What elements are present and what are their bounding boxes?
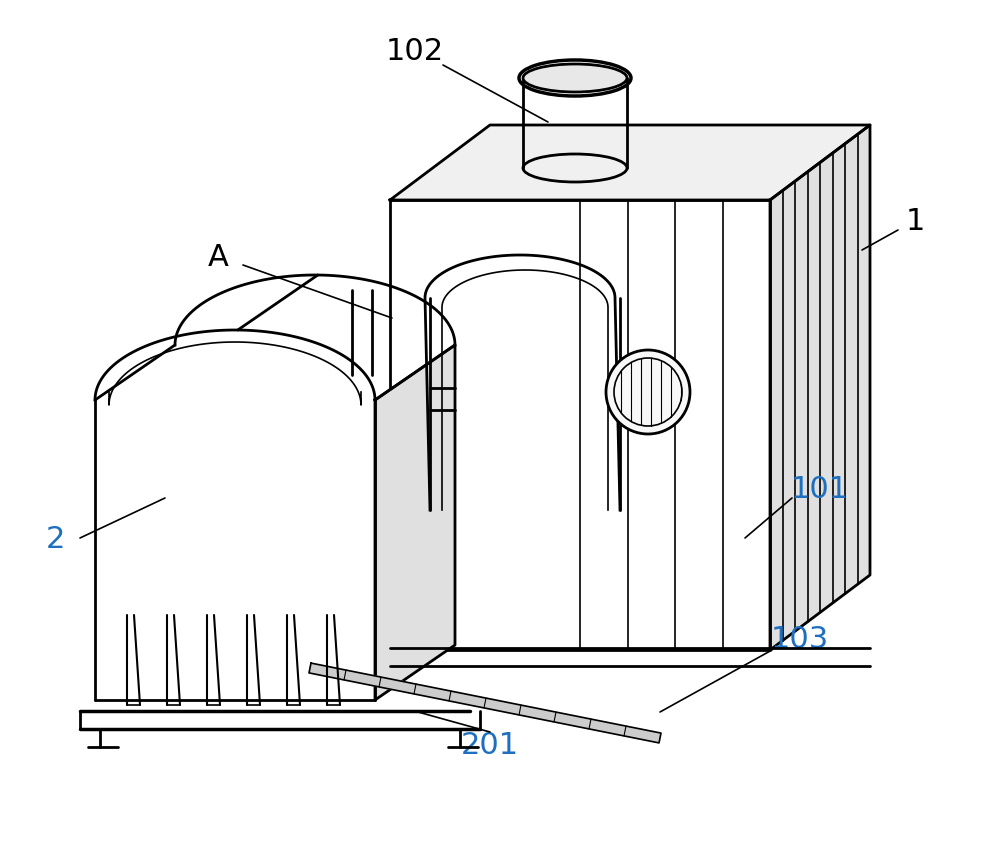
Text: 103: 103 bbox=[771, 625, 829, 654]
Text: 201: 201 bbox=[461, 730, 519, 759]
Text: 101: 101 bbox=[791, 476, 849, 505]
Polygon shape bbox=[375, 345, 455, 700]
Text: 102: 102 bbox=[386, 38, 444, 66]
Circle shape bbox=[606, 350, 690, 434]
Polygon shape bbox=[309, 663, 661, 743]
Polygon shape bbox=[770, 125, 870, 650]
Ellipse shape bbox=[523, 64, 627, 92]
Text: 2: 2 bbox=[45, 525, 65, 555]
Text: 1: 1 bbox=[905, 207, 925, 237]
Text: A: A bbox=[208, 243, 228, 273]
Polygon shape bbox=[95, 330, 375, 700]
Polygon shape bbox=[390, 200, 770, 650]
Polygon shape bbox=[390, 125, 870, 200]
